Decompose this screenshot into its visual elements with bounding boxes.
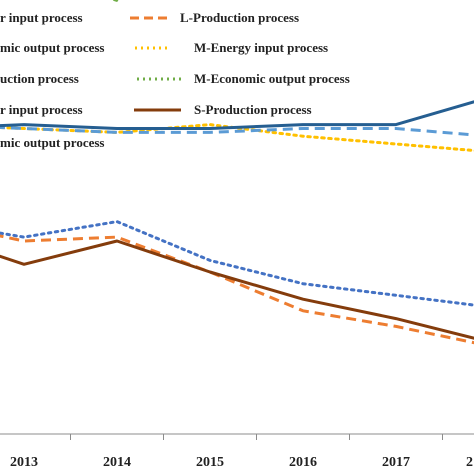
legend-label-m-energy-input: M-Energy input process (194, 40, 328, 55)
legend: r input process L-Production process mic… (0, 10, 350, 150)
series-lines (0, 0, 474, 345)
x-tick-marks (70, 434, 443, 440)
x-tick-labels: 2013 2014 2015 2016 2017 2 (10, 455, 473, 470)
tick-label-2017: 2017 (382, 455, 410, 470)
series-line-s-production-process (0, 239, 474, 340)
series-line-s-energy-input-process (0, 220, 474, 307)
legend-label-h-energy-input: r input process (0, 10, 83, 25)
legend-label-s-production: S-Production process (194, 102, 312, 117)
legend-label-m-economic-output: M-Economic output process (194, 71, 350, 86)
legend-label-l-economic-output: mic output process (0, 40, 104, 55)
legend-label-s-economic-output: mic output process (0, 135, 104, 150)
series-line-m-energy-input-process (0, 123, 474, 153)
tick-label-2018: 2 (466, 455, 473, 470)
series-line-m-economic-output-process (111, 0, 121, 2)
tick-label-2013: 2013 (10, 455, 38, 470)
legend-label-l-production: L-Production process (180, 10, 299, 25)
tick-label-2016: 2016 (289, 455, 317, 470)
tick-label-2014: 2014 (103, 455, 131, 470)
legend-label-m-production: uction process (0, 71, 79, 86)
series-line-h-energy-input-process (0, 0, 474, 8)
series-line-s-economic-output-process (0, 100, 474, 130)
series-line-m-production-process (0, 125, 474, 137)
series-line-l-production-process (0, 234, 474, 345)
tick-label-2015: 2015 (196, 455, 224, 470)
legend-label-s-energy-input: r input process (0, 102, 83, 117)
